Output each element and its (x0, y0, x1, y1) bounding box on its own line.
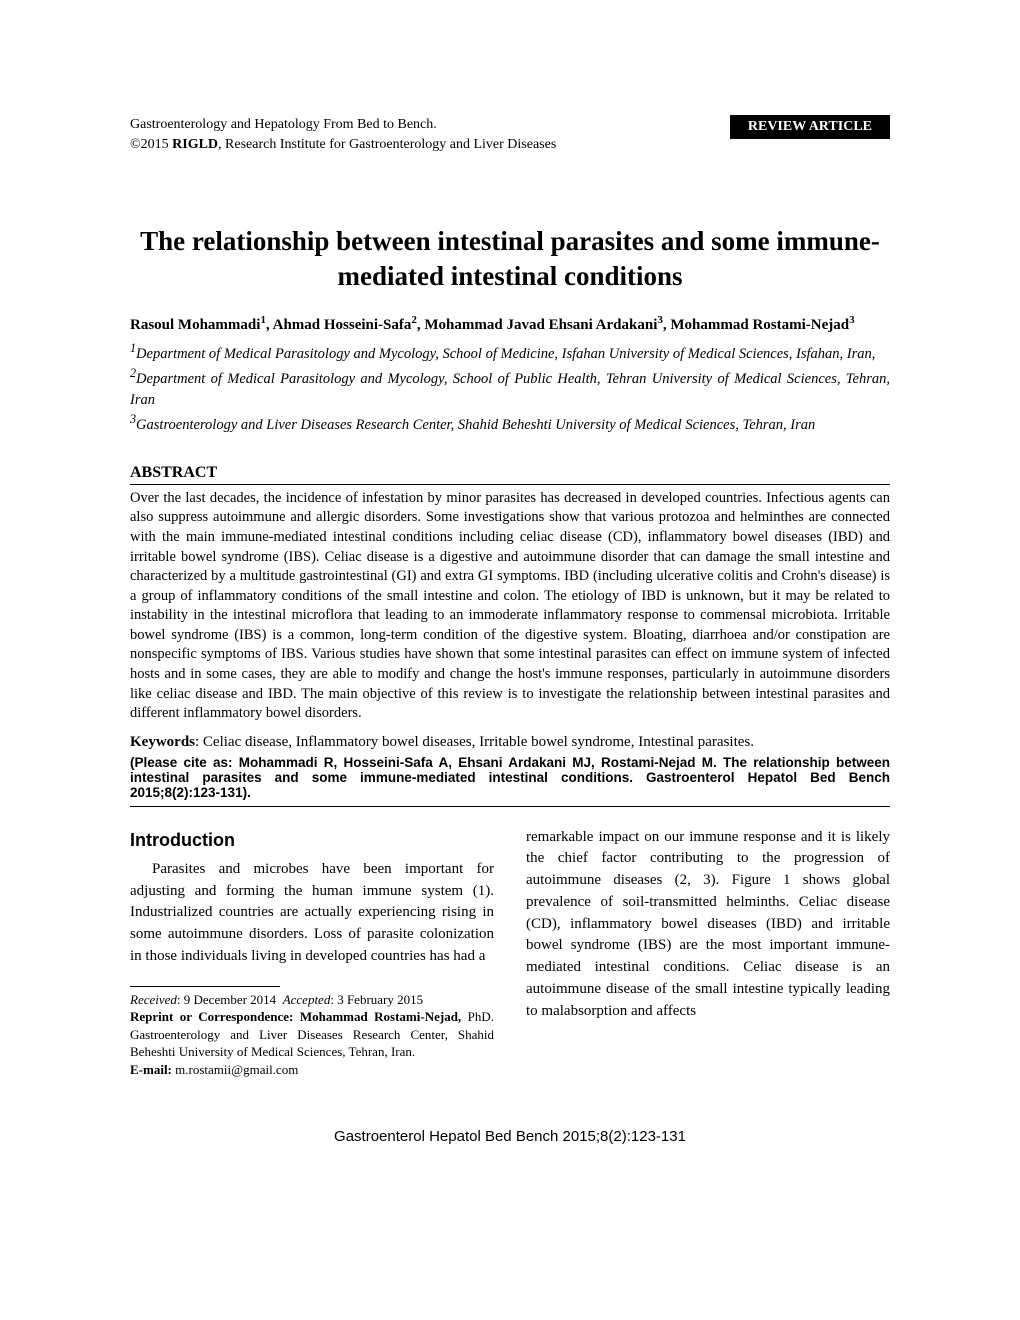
column-right: remarkable impact on our immune response… (526, 827, 890, 1079)
journal-line2-suffix: , Research Institute for Gastroenterolog… (218, 137, 556, 152)
footnote: Received: 9 December 2014 Accepted: 3 Fe… (130, 991, 494, 1079)
article-title: The relationship between intestinal para… (130, 224, 890, 294)
header: Gastroenterology and Hepatology From Bed… (130, 115, 890, 154)
affiliation-2: Department of Medical Parasitology and M… (130, 371, 890, 408)
abstract-text: Over the last decades, the incidence of … (130, 489, 890, 724)
received-date: : 9 December 2014 (177, 992, 276, 1007)
reprint-name: : Mohammad Rostami-Nejad, (289, 1009, 461, 1024)
email: m.rostamii@gmail.com (172, 1062, 298, 1077)
column-left: Introduction Parasites and microbes have… (130, 827, 494, 1079)
abstract-heading: ABSTRACT (130, 464, 890, 485)
footnote-rule (130, 986, 280, 987)
affiliation-1: Department of Medical Parasitology and M… (136, 346, 875, 362)
intro-paragraph-1: Parasites and microbes have been importa… (130, 859, 494, 968)
body-columns: Introduction Parasites and microbes have… (130, 827, 890, 1079)
intro-paragraph-2: remarkable impact on our immune response… (526, 827, 890, 1023)
journal-line2-prefix: ©2015 (130, 137, 172, 152)
received-label: Received (130, 992, 177, 1007)
accepted-label: Accepted (283, 992, 331, 1007)
affiliation-3: Gastroenterology and Liver Diseases Rese… (136, 417, 815, 433)
reprint-label: Reprint or Correspondence (130, 1009, 289, 1024)
journal-info: Gastroenterology and Hepatology From Bed… (130, 115, 556, 154)
citation-prefix: (Please cite as: (130, 755, 239, 770)
journal-line1: Gastroenterology and Hepatology From Bed… (130, 117, 437, 132)
authors: Rasoul Mohammadi1, Ahmad Hosseini-Safa2,… (130, 314, 890, 334)
affiliations: 1Department of Medical Parasitology and … (130, 340, 890, 436)
email-label: E-mail: (130, 1062, 172, 1077)
intro-heading: Introduction (130, 827, 494, 853)
citation-bold: Mohammadi R, Hosseini-Safa A, Ehsani Ard… (130, 755, 890, 800)
keywords-text: : Celiac disease, Inflammatory bowel dis… (195, 734, 754, 750)
page: Gastroenterology and Hepatology From Bed… (0, 0, 1020, 1185)
article-type-badge: REVIEW ARTICLE (730, 115, 890, 139)
accepted-date: : 3 February 2015 (330, 992, 423, 1007)
journal-line2-bold: RIGLD (172, 137, 218, 152)
citation: (Please cite as: Mohammadi R, Hosseini-S… (130, 755, 890, 807)
keywords: Keywords: Celiac disease, Inflammatory b… (130, 734, 890, 751)
page-footer: Gastroenterol Hepatol Bed Bench 2015;8(2… (130, 1128, 890, 1145)
keywords-label: Keywords (130, 734, 195, 750)
